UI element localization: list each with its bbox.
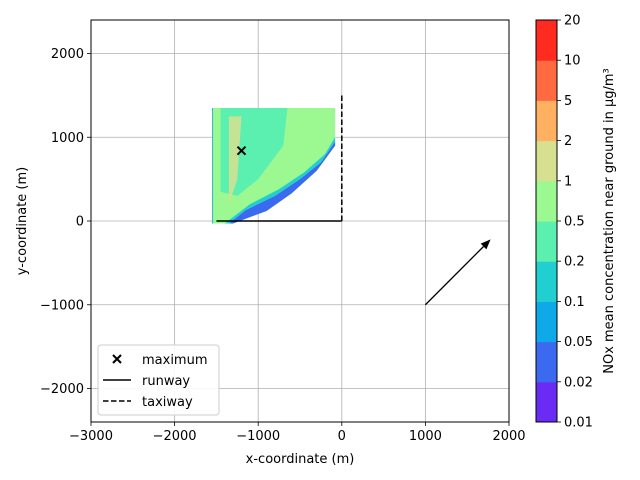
colorbar-tick-label: 2 xyxy=(564,134,572,149)
colorbar-label: NOx mean concentration near ground in µg… xyxy=(602,68,617,374)
colorbar-tick-label: 0.01 xyxy=(564,416,593,431)
line-layer xyxy=(216,95,491,306)
legend-label: runway xyxy=(142,374,190,389)
legend-label: taxiway xyxy=(142,395,193,410)
colorbar-segment xyxy=(536,221,557,262)
colorbar-tick-label: 0.05 xyxy=(564,335,593,350)
legend-label: maximum xyxy=(142,353,208,368)
colorbar: 0.01 0.02 0.05 0.1 0.2 0.5 1 2 5 10 20 xyxy=(535,14,593,431)
y-tick-label: −2000 xyxy=(40,382,84,397)
colorbar-segment xyxy=(536,140,557,182)
legend-frame xyxy=(97,344,220,416)
colorbar-segment xyxy=(536,20,557,61)
concentration-field xyxy=(212,107,336,224)
y-axis-label: y-coordinate (m) xyxy=(15,167,30,275)
x-tick-label: −3000 xyxy=(69,429,113,444)
concentration-region xyxy=(228,141,336,224)
y-axis: −2000 −1000 0 1000 2000 xyxy=(40,47,91,397)
colorbar-tick-label: 0.02 xyxy=(564,375,593,390)
wind-arrow-head xyxy=(480,239,491,250)
colorbar-tick-label: 1 xyxy=(564,174,572,189)
colorbar-segment xyxy=(536,341,557,383)
x-tick-label: −1000 xyxy=(236,429,280,444)
x-tick-label: 2000 xyxy=(492,429,525,444)
y-tick-label: 1000 xyxy=(51,131,84,146)
colorbar-tick-label: 20 xyxy=(564,14,581,29)
colorbar-segment xyxy=(536,100,557,142)
colorbar-tick-label: 10 xyxy=(564,54,581,69)
x-tick-label: −2000 xyxy=(153,429,197,444)
colorbar-segment xyxy=(536,301,557,343)
colorbar-tick-label: 0.1 xyxy=(564,295,585,310)
colorbar-segment xyxy=(536,60,557,101)
concentration-region xyxy=(228,116,242,205)
y-tick-label: 2000 xyxy=(51,47,84,62)
x-tick-label: 1000 xyxy=(409,429,442,444)
y-tick-label: −1000 xyxy=(40,298,84,313)
colorbar-segment xyxy=(536,381,557,423)
colorbar-tick-label: 5 xyxy=(564,94,572,109)
maximum-marker-stroke xyxy=(236,145,247,156)
legend-marker-stroke xyxy=(112,354,122,364)
colorbar-segment xyxy=(536,261,557,302)
legend: maximum runway taxiway xyxy=(97,344,220,416)
x-axis: −3000 −2000 −1000 0 1000 2000 xyxy=(69,422,526,444)
concentration-region xyxy=(212,107,214,224)
y-tick-label: 0 xyxy=(76,215,84,230)
wind-arrow-shaft xyxy=(424,246,485,306)
colorbar-segment xyxy=(536,180,557,222)
x-tick-label: 0 xyxy=(338,429,346,444)
legend-marker-x xyxy=(112,354,122,364)
colorbar-tick-label: 0.5 xyxy=(564,215,585,230)
colorbar-tick-label: 0.2 xyxy=(564,255,585,270)
maximum-marker xyxy=(236,145,247,156)
x-axis-label: x-coordinate (m) xyxy=(246,452,355,467)
